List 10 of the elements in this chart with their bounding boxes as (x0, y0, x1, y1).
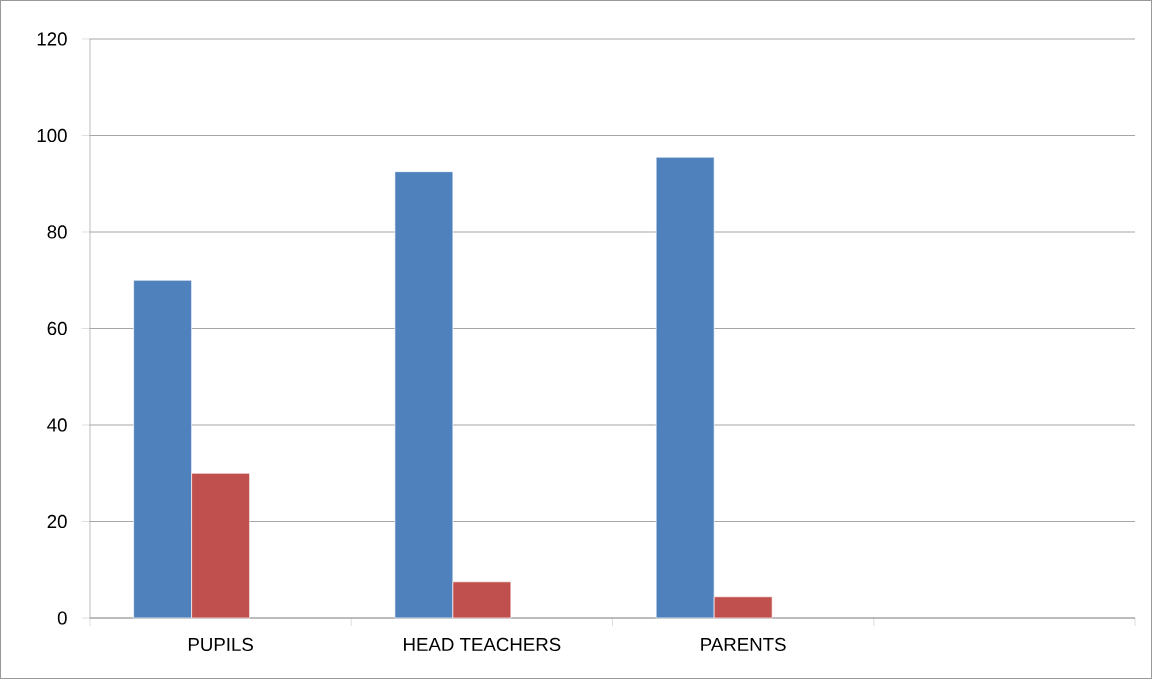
x-tick-label: PUPILS (188, 637, 253, 652)
y-tick-label: 120 (37, 32, 67, 46)
x-tick-label: HEAD TEACHERS (404, 637, 561, 652)
y-tick-label: 80 (47, 225, 67, 239)
y-tick-label: 60 (47, 321, 67, 336)
y-tick-label: 0 (57, 611, 67, 625)
y-tick-label: 40 (47, 418, 67, 432)
y-tick-label: 20 (47, 514, 67, 529)
x-tick-label: PARENTS (701, 637, 786, 652)
y-tick-label: 100 (37, 128, 67, 143)
